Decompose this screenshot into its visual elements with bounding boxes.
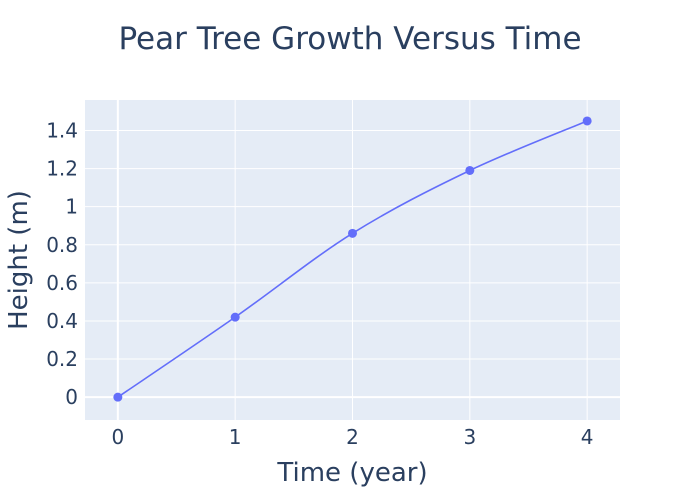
y-tick-label: 0.6: [46, 271, 78, 295]
y-tick-label: 1.4: [46, 118, 78, 142]
data-point[interactable]: [348, 228, 357, 238]
x-tick-label: 0: [111, 425, 124, 449]
x-tick-label: 3: [463, 425, 476, 449]
data-point[interactable]: [465, 165, 475, 175]
tick-labels: 0 1 2 3 4 0 0.2 0.4 0.6 0.8 1 1.2 1.4: [46, 118, 593, 449]
x-axis-label: Time (year): [276, 458, 427, 488]
y-tick-label: 0.4: [46, 309, 78, 333]
y-tick-label: 1.2: [46, 157, 78, 181]
data-point[interactable]: [230, 312, 240, 322]
series-layer: [113, 116, 592, 402]
y-tick-label: 0.2: [46, 347, 78, 371]
y-tick-label: 0.8: [46, 233, 78, 257]
chart-title: Pear Tree Growth Versus Time: [118, 21, 581, 57]
gridlines: [85, 100, 620, 420]
data-point[interactable]: [113, 392, 123, 402]
y-tick-label: 1: [65, 195, 78, 219]
y-axis-label: Height (m): [4, 190, 34, 330]
y-tick-label: 0: [65, 385, 78, 409]
x-tick-label: 4: [581, 425, 594, 449]
x-tick-label: 2: [346, 425, 359, 449]
data-point[interactable]: [582, 116, 592, 126]
x-tick-label: 1: [229, 425, 242, 449]
